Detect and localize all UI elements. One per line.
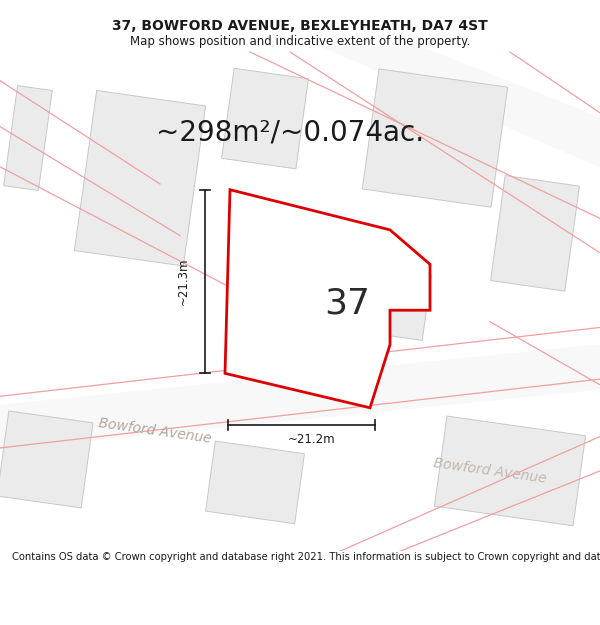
Polygon shape [0, 344, 600, 450]
Text: ~21.3m: ~21.3m [176, 258, 190, 305]
Text: Bowford Avenue: Bowford Avenue [98, 416, 212, 446]
Polygon shape [4, 86, 52, 191]
Polygon shape [221, 68, 308, 169]
Text: ~298m²/~0.074ac.: ~298m²/~0.074ac. [156, 118, 424, 146]
Polygon shape [225, 190, 430, 408]
Text: Map shows position and indicative extent of the property.: Map shows position and indicative extent… [130, 35, 470, 48]
Polygon shape [206, 441, 304, 524]
Text: 37, BOWFORD AVENUE, BEXLEYHEATH, DA7 4ST: 37, BOWFORD AVENUE, BEXLEYHEATH, DA7 4ST [112, 19, 488, 33]
Polygon shape [375, 269, 431, 341]
Polygon shape [261, 242, 389, 362]
Text: 37: 37 [324, 287, 370, 321]
Text: Contains OS data © Crown copyright and database right 2021. This information is : Contains OS data © Crown copyright and d… [12, 552, 600, 562]
Polygon shape [74, 91, 206, 266]
Text: ~21.2m: ~21.2m [287, 432, 335, 446]
Text: Bowford Avenue: Bowford Avenue [433, 456, 547, 486]
Polygon shape [0, 411, 93, 508]
Polygon shape [362, 69, 508, 208]
Polygon shape [491, 176, 580, 291]
Polygon shape [434, 416, 586, 526]
Polygon shape [320, 46, 600, 168]
